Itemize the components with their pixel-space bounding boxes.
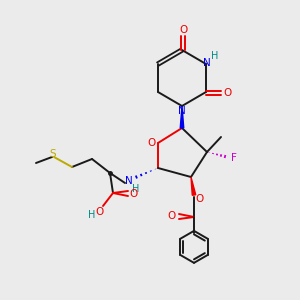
Text: O: O xyxy=(196,194,204,204)
Text: O: O xyxy=(168,211,176,221)
Text: O: O xyxy=(147,138,155,148)
Text: H: H xyxy=(132,184,140,194)
Text: O: O xyxy=(223,88,231,98)
Text: N: N xyxy=(125,176,133,186)
Text: F: F xyxy=(231,153,237,163)
Text: N: N xyxy=(178,106,186,116)
Text: H: H xyxy=(211,51,219,61)
Text: O: O xyxy=(179,25,187,35)
Text: O: O xyxy=(130,189,138,199)
Text: H: H xyxy=(88,210,96,220)
Text: S: S xyxy=(50,149,56,159)
Polygon shape xyxy=(180,106,184,128)
Text: N: N xyxy=(203,58,211,68)
Text: O: O xyxy=(95,207,103,217)
Polygon shape xyxy=(191,177,196,195)
